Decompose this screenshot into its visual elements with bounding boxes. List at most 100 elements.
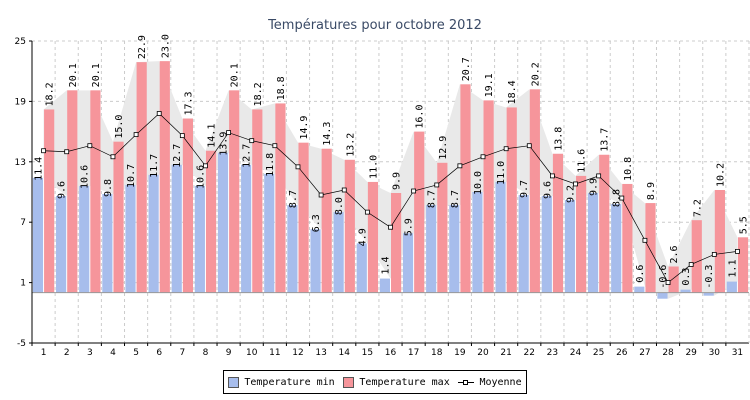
x-tick-label: 18 <box>431 348 443 358</box>
y-tick-label: 13 <box>15 158 26 168</box>
avg-marker <box>295 164 301 170</box>
x-tick-label: 10 <box>246 348 258 358</box>
data-label-min: 9.6 <box>57 181 68 199</box>
bar-min <box>56 196 67 293</box>
data-label-min: 6.3 <box>311 214 322 232</box>
avg-marker <box>364 209 370 215</box>
bar-min <box>472 192 483 293</box>
legend-swatch-max <box>343 376 355 388</box>
data-label-min: 10.6 <box>80 165 91 189</box>
bar-max <box>159 61 170 293</box>
bar-min <box>541 196 552 293</box>
bar-min <box>680 289 691 293</box>
data-label-max: 20.7 <box>461 57 472 81</box>
legend-item-max: Temperature max <box>343 376 450 388</box>
data-label-min: 8.7 <box>450 190 461 208</box>
data-label-max: 19.1 <box>484 73 495 97</box>
data-label-max: 5.5 <box>739 216 750 234</box>
bar-max <box>136 62 147 293</box>
bar-min <box>495 181 506 293</box>
bar-max <box>483 100 494 293</box>
data-label-max: 13.2 <box>345 133 356 157</box>
avg-marker <box>249 138 255 144</box>
bar-max <box>552 153 564 293</box>
x-tick-label: 24 <box>570 348 582 358</box>
x-tick-label: 31 <box>732 348 743 358</box>
bar-max <box>737 237 749 293</box>
bar-min <box>518 195 529 293</box>
data-label-min: 1.1 <box>727 260 738 278</box>
data-label-max: 11.0 <box>368 155 379 179</box>
x-tick-label: 7 <box>179 348 185 358</box>
avg-marker <box>550 173 555 179</box>
y-tick-label: 19 <box>15 97 27 107</box>
x-tick-label: 11 <box>269 348 280 358</box>
data-label-max: 2.6 <box>669 245 680 263</box>
data-label-min: 5.9 <box>404 218 415 236</box>
data-label-max: 13.8 <box>553 127 564 151</box>
bar-max <box>90 90 101 293</box>
bar-min <box>703 292 714 296</box>
data-label-max: 10.8 <box>623 157 634 181</box>
bar-max <box>529 89 540 293</box>
avg-marker <box>526 143 532 149</box>
legend-item-min: Temperature min <box>228 376 335 388</box>
data-label-max: 14.3 <box>322 122 333 146</box>
data-label-min: 13.9 <box>219 132 230 156</box>
bar-min <box>148 174 159 293</box>
bar-max <box>691 220 702 293</box>
avg-marker <box>156 111 162 116</box>
avg-marker <box>411 188 417 194</box>
avg-marker <box>133 132 139 138</box>
x-tick-label: 5 <box>133 348 139 358</box>
avg-marker <box>642 237 648 243</box>
x-tick-label: 17 <box>408 348 419 358</box>
data-label-min: 8.7 <box>288 190 299 208</box>
data-label-max: 16.0 <box>415 105 426 129</box>
bar-min <box>356 243 367 293</box>
y-tick-label: -5 <box>17 339 26 349</box>
avg-marker <box>318 192 324 198</box>
x-tick-label: 14 <box>339 348 351 358</box>
data-label-max: 14.1 <box>207 124 218 148</box>
data-label-min: 8.7 <box>427 190 438 208</box>
data-label-min: 10.6 <box>195 165 206 189</box>
data-label-max: 10.2 <box>715 163 726 187</box>
data-label-min: 11.0 <box>496 161 507 185</box>
data-label-max: 14.9 <box>299 116 310 140</box>
x-tick-label: 3 <box>87 348 93 358</box>
avg-marker <box>480 154 486 160</box>
avg-marker <box>503 146 509 152</box>
x-tick-label: 29 <box>685 348 697 358</box>
avg-marker <box>573 181 578 187</box>
data-label-min: 11.4 <box>33 157 44 181</box>
bar-min <box>587 193 599 293</box>
data-label-max: 23.0 <box>160 34 171 58</box>
bar-min <box>171 164 182 293</box>
data-label-min: 9.9 <box>589 178 600 196</box>
data-label-min: 8.8 <box>612 189 623 207</box>
bar-min <box>402 233 414 293</box>
bar-min <box>79 185 90 293</box>
x-tick-label: 16 <box>385 348 397 358</box>
bar-max <box>714 189 725 293</box>
data-label-min: 9.2 <box>565 185 576 203</box>
x-tick-label: 1 <box>41 348 47 358</box>
bar-min <box>102 194 113 293</box>
bar-max <box>460 84 471 293</box>
data-label-min: 9.8 <box>103 179 114 197</box>
avg-marker <box>272 143 278 149</box>
data-label-max: 13.7 <box>600 128 611 152</box>
x-tick-label: 20 <box>477 348 489 358</box>
bar-max <box>414 131 425 293</box>
chart-title: Températures pour octobre 2012 <box>267 18 482 33</box>
avg-marker <box>203 163 208 169</box>
legend-marker-avg <box>458 377 475 388</box>
bar-max <box>205 150 217 293</box>
data-label-min: 4.9 <box>357 228 368 246</box>
avg-marker <box>226 130 231 136</box>
avg-marker <box>735 248 740 254</box>
x-tick-label: 13 <box>315 348 326 358</box>
bar-max <box>437 162 448 293</box>
